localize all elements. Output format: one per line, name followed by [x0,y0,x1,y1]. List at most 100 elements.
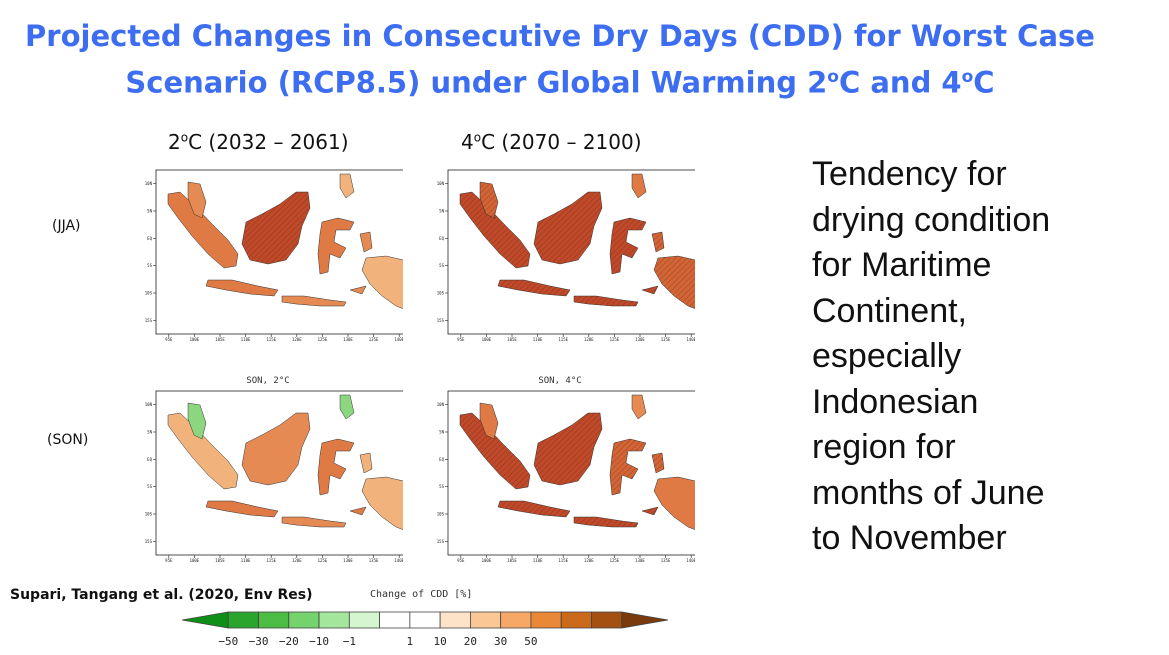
lon-tick-label: 95E [457,558,465,563]
colorbar-swatch [348,611,380,629]
lon-tick-label: 140E [686,558,695,563]
lon-tick-label: 115E [558,337,568,342]
significance-hatch-borneo [534,192,602,264]
significance-hatch-borneo [242,192,310,264]
lon-tick-label: 110E [533,337,543,342]
lon-tick-label: 125E [318,558,328,563]
lat-tick-label: 5S [439,484,444,489]
lat-tick-label: 15S [145,539,153,544]
island-maluku [359,452,373,474]
significance-hatch-maluku [652,453,664,473]
side-note-line: drying condition [812,200,1051,239]
colorbar-swatch [591,611,623,629]
lon-tick-label: 100E [482,558,492,563]
lon-tick-label: 125E [610,337,620,342]
panel-subtitle-son-2c: SON, 2°C [246,376,290,386]
lat-tick-label: 15S [437,318,445,323]
colorbar-swatch [409,611,441,629]
colorbar-swatch [469,611,502,629]
row-label-jja: (JJA) [52,218,81,234]
colorbar-swatch [439,611,471,629]
map-son-2c: 95E 100E 105E 110E 115E 120E 125E 130E 135E 140E 1… [145,390,403,563]
significance-hatch-maluku [652,232,664,252]
island-nusa [281,295,347,307]
lat-tick-label: EQ [439,457,444,462]
significance-hatch-java [498,501,570,517]
lat-tick-label: 10S [437,291,445,296]
lon-tick-label: 130E [343,558,353,563]
island-sulawesi [317,438,355,496]
lon-tick-label: 120E [584,337,594,342]
island-malay [187,181,207,219]
lat-tick-label: 5S [439,263,444,268]
island-nusa [281,516,347,528]
lon-tick-label: 120E [292,558,302,563]
colorbar-tick-label: 20 [464,635,477,648]
lat-tick-label: EQ [147,236,152,241]
colorbar-swatch [181,611,229,629]
lon-tick-label: 125E [610,558,620,563]
significance-hatch-sulawesi [610,439,646,495]
colorbar: −50 −30 −20 −10 −1 1 10 20 30 50 [181,611,669,648]
lon-tick-label: 100E [190,558,200,563]
lat-tick-label: 10N [437,181,445,186]
colorbar-swatch [500,611,532,629]
significance-hatch-nusa [574,517,638,527]
island-papua [361,476,403,530]
lon-tick-label: 110E [241,558,251,563]
island-java [205,279,279,297]
side-note-line: months of June [812,473,1045,512]
colorbar-tick-label: −50 [218,635,238,648]
lat-tick-label: 5N [439,209,444,214]
colorbar-tick-label: 1 [407,635,414,648]
column-header-4c: 4oC (2070 – 2100) [461,130,642,154]
lon-tick-label: 135E [369,337,379,342]
lat-tick-label: 10S [145,512,153,517]
side-note-line: for Maritime [812,246,992,284]
island-papua [653,476,695,530]
lon-tick-label: 105E [507,337,517,342]
lon-tick-label: 110E [241,337,251,342]
island-borneo [241,412,311,486]
map-jja-4c: 95E 100E 105E 110E 115E 120E 125E 130E 135E 140E 1… [437,169,695,342]
title-line-2: Scenario (RCP8.5) under Global Warming 2… [125,65,995,100]
citation: Supari, Tangang et al. (2020, Env Res) [10,587,313,603]
slide-title: Projected Changes in Consecutive Dry Day… [0,16,1120,104]
colorbar-tick-label: −1 [343,635,356,648]
lon-tick-label: 120E [584,558,594,563]
lon-tick-label: 95E [165,558,173,563]
side-note-line: region for [812,428,956,466]
lon-tick-label: 140E [394,558,403,563]
island-philippines [339,173,355,199]
lon-tick-label: 105E [215,337,225,342]
lon-tick-label: 135E [661,337,671,342]
column-header-2c: 2oC (2032 – 2061) [168,130,349,154]
significance-hatch-timor [642,507,658,515]
map-jja-2c: 95E 100E 105E 110E 115E 120E 125E 130E 135E 140E 1… [145,169,403,342]
colorbar-swatch [621,611,669,629]
island-philippines [631,173,647,199]
island-java [205,500,279,518]
lon-tick-label: 135E [661,558,671,563]
lon-tick-label: 100E [482,337,492,342]
side-note: Tendency for drying condition for Mariti… [812,152,1142,562]
colorbar-tick-label: −20 [279,635,299,648]
lon-tick-label: 95E [165,337,173,342]
lon-tick-label: 100E [190,337,200,342]
lat-tick-label: 5N [147,430,152,435]
lon-tick-label: 115E [558,558,568,563]
colorbar-swatch [318,611,350,629]
lon-tick-label: 115E [266,337,276,342]
side-note-line: especially [812,337,962,375]
colorbar-swatch [288,611,320,629]
colorbar-swatch [258,611,290,629]
lat-tick-label: 5N [439,430,444,435]
colorbar-swatch [379,611,411,629]
island-philippines [339,394,355,420]
significance-hatch-sumatra [460,413,530,489]
colorbar-tick-label: 30 [494,635,507,648]
significance-hatch-sumatra [460,192,530,268]
lat-tick-label: 5N [147,209,152,214]
significance-hatch-java [498,280,570,296]
colorbar-tick-label: 50 [524,635,537,648]
